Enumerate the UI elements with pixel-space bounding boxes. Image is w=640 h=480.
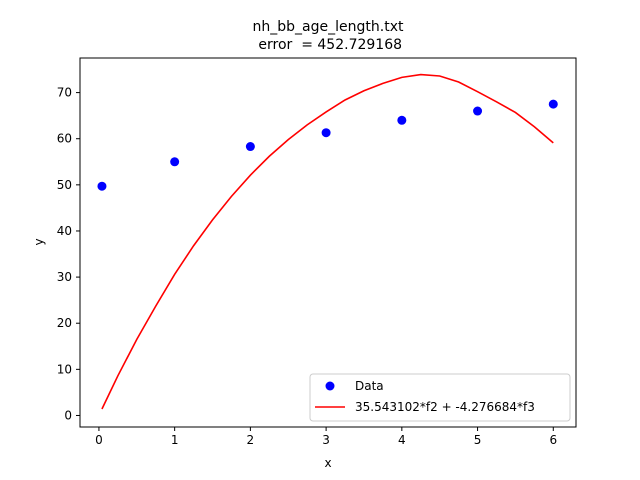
x-tick-label: 6 (549, 433, 557, 447)
x-tick-label: 3 (322, 433, 330, 447)
y-axis: 0 10 20 30 40 50 60 70 (57, 86, 80, 422)
y-tick-label: 50 (57, 178, 72, 192)
x-tick-label: 0 (95, 433, 103, 447)
y-tick-label: 70 (57, 86, 72, 100)
data-point (473, 106, 483, 116)
series-layer (97, 73, 558, 410)
y-tick-label: 0 (64, 408, 72, 422)
x-tick-label: 1 (171, 433, 179, 447)
data-point (97, 181, 107, 191)
chart-title: nh_bb_age_length.txt (253, 19, 404, 35)
legend-box (309, 373, 571, 422)
data-point (321, 128, 331, 138)
x-axis: 0 1 2 3 4 5 6 (95, 427, 557, 447)
x-tick-label: 2 (247, 433, 255, 447)
data-point (548, 99, 558, 109)
y-tick-label: 60 (57, 132, 72, 146)
data-point (170, 157, 180, 167)
y-tick-label: 40 (57, 224, 72, 238)
legend-data-marker (325, 381, 335, 391)
x-tick-label: 5 (474, 433, 482, 447)
data-point (245, 142, 255, 152)
y-tick-label: 30 (57, 270, 72, 284)
plot-frame (79, 57, 577, 428)
y-axis-label: y (32, 238, 46, 245)
y-tick-label: 20 (57, 316, 72, 330)
x-axis-label: x (324, 456, 331, 470)
fit-curve (101, 73, 554, 410)
legend-data-label: Data (355, 379, 384, 393)
chart-subtitle: error = 452.729168 (254, 37, 402, 53)
legend: Data 35.543102*f2 + -4.276684*f3 (309, 373, 571, 422)
x-tick-label: 4 (398, 433, 406, 447)
data-point (397, 115, 407, 125)
y-tick-label: 10 (57, 362, 72, 376)
legend-fit-label: 35.543102*f2 + -4.276684*f3 (355, 400, 535, 414)
